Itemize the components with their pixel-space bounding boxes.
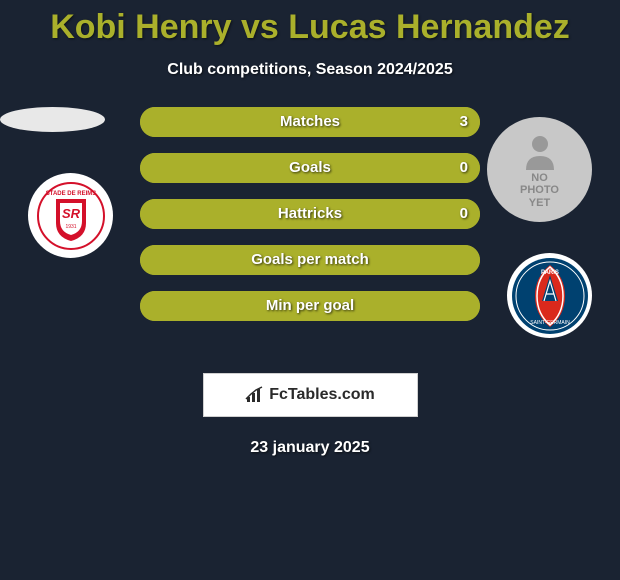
stat-label: Min per goal bbox=[140, 291, 480, 321]
reims-logo-icon: STADE DE REIMS SR 1931 bbox=[36, 181, 106, 251]
player-right-photo-placeholder: NO PHOTO YET bbox=[487, 117, 592, 222]
no-photo-label: NO bbox=[531, 172, 548, 184]
date-label: 23 january 2025 bbox=[0, 439, 620, 457]
silhouette-icon bbox=[520, 130, 560, 170]
club-logo-right: PARIS SAINT-GERMAIN bbox=[507, 253, 592, 338]
stat-row: Goals0 bbox=[140, 153, 480, 183]
stat-row: Goals per match bbox=[140, 245, 480, 275]
stat-value-right: 0 bbox=[460, 199, 468, 229]
watermark-text: FcTables.com bbox=[269, 386, 375, 404]
stat-bars-container: Matches3Goals0Hattricks0Goals per matchM… bbox=[140, 107, 480, 337]
stat-row: Hattricks0 bbox=[140, 199, 480, 229]
comparison-area: NO PHOTO YET STADE DE REIMS SR 1931 PARI… bbox=[0, 107, 620, 367]
psg-logo-icon: PARIS SAINT-GERMAIN bbox=[511, 257, 589, 335]
svg-text:1931: 1931 bbox=[65, 224, 76, 230]
stat-label: Goals bbox=[140, 153, 480, 183]
player-left-photo bbox=[0, 107, 105, 132]
page-title: Kobi Henry vs Lucas Hernandez bbox=[0, 0, 620, 47]
no-photo-label-3: YET bbox=[529, 197, 550, 209]
no-photo-label-2: PHOTO bbox=[520, 184, 559, 196]
svg-text:PARIS: PARIS bbox=[541, 270, 559, 276]
stat-label: Matches bbox=[140, 107, 480, 137]
stat-row: Min per goal bbox=[140, 291, 480, 321]
svg-text:SAINT-GERMAIN: SAINT-GERMAIN bbox=[530, 320, 570, 326]
svg-text:STADE DE REIMS: STADE DE REIMS bbox=[45, 191, 96, 197]
stat-label: Hattricks bbox=[140, 199, 480, 229]
stat-value-right: 3 bbox=[460, 107, 468, 137]
stat-value-right: 0 bbox=[460, 153, 468, 183]
stat-label: Goals per match bbox=[140, 245, 480, 275]
season-subtitle: Club competitions, Season 2024/2025 bbox=[0, 61, 620, 79]
chart-icon bbox=[245, 386, 265, 404]
stat-row: Matches3 bbox=[140, 107, 480, 137]
watermark-badge: FcTables.com bbox=[203, 373, 418, 417]
club-logo-left: STADE DE REIMS SR 1931 bbox=[28, 173, 113, 258]
svg-text:SR: SR bbox=[61, 206, 80, 221]
